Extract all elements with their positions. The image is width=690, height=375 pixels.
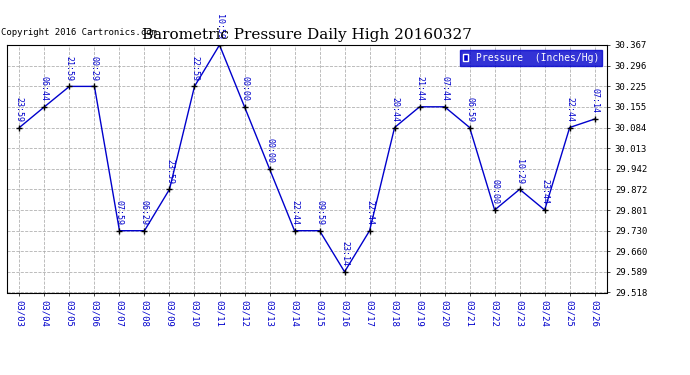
Text: 00:00: 00:00 [265,138,274,164]
Text: 21:44: 21:44 [415,76,424,101]
Text: 07:59: 07:59 [115,200,124,225]
Text: 07:44: 07:44 [440,76,449,101]
Text: 00:00: 00:00 [240,76,249,101]
Text: 09:59: 09:59 [315,200,324,225]
Legend: Pressure  (Inches/Hg): Pressure (Inches/Hg) [460,50,602,66]
Text: 23:59: 23:59 [15,97,24,122]
Text: 10:59: 10:59 [215,15,224,39]
Text: 22:44: 22:44 [290,200,299,225]
Text: 00:29: 00:29 [90,56,99,81]
Text: 06:44: 06:44 [40,76,49,101]
Text: 21:59: 21:59 [65,56,74,81]
Text: 23:14: 23:14 [340,241,349,266]
Text: 22:59: 22:59 [190,56,199,81]
Text: 20:44: 20:44 [390,97,399,122]
Text: Copyright 2016 Cartronics.com: Copyright 2016 Cartronics.com [1,28,157,37]
Text: 00:00: 00:00 [490,180,499,204]
Text: 22:44: 22:44 [365,200,374,225]
Text: 07:14: 07:14 [590,88,599,114]
Text: 06:29: 06:29 [140,200,149,225]
Title: Barometric Pressure Daily High 20160327: Barometric Pressure Daily High 20160327 [142,28,472,42]
Text: 22:44: 22:44 [565,97,574,122]
Text: 06:59: 06:59 [465,97,474,122]
Text: 23:44: 23:44 [540,180,549,204]
Text: 23:59: 23:59 [165,159,174,184]
Text: 10:29: 10:29 [515,159,524,184]
